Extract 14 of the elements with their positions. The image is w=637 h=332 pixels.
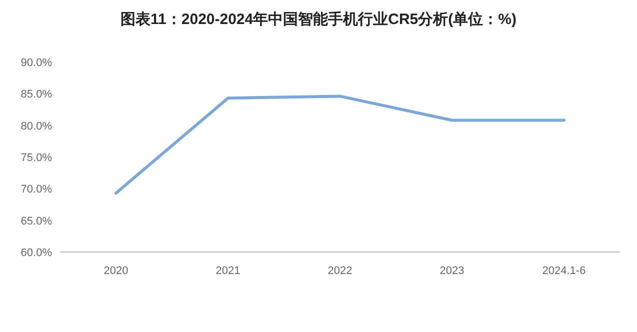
y-tick-label: 75.0%: [20, 152, 52, 164]
y-tick-label: 65.0%: [20, 215, 52, 228]
y-tick-label: 80.0%: [20, 120, 52, 132]
x-tick-label: 2024.1-6: [542, 265, 586, 277]
y-tick-label: 70.0%: [20, 184, 52, 196]
y-tick-label: 60.0%: [20, 247, 52, 259]
x-tick-label: 2023: [440, 265, 464, 277]
x-tick-label: 2020: [104, 265, 128, 277]
y-tick-label: 85.0%: [20, 88, 52, 101]
chart-title: 图表11：2020-2024年中国智能手机行业CR5分析(单位：%): [120, 11, 516, 28]
line-series: [114, 94, 566, 195]
x-tick-label: 2021: [216, 265, 240, 277]
x-tick-label: 2022: [328, 265, 352, 277]
y-tick-label: 90.0%: [20, 57, 52, 69]
